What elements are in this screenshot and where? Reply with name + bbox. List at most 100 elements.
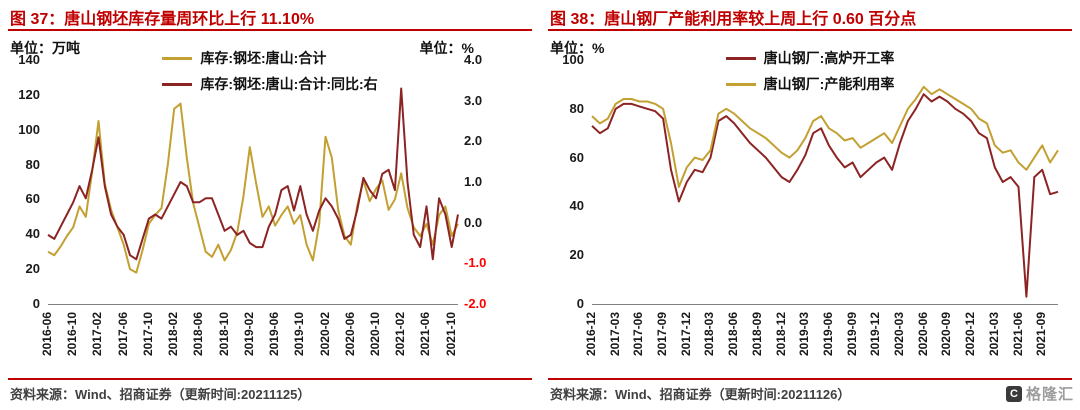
x-tick-label: 2019-10: [292, 312, 307, 357]
legend-items: 唐山钢厂:高炉开工率 唐山钢厂:产能利用率: [725, 48, 895, 94]
legend-label: 唐山钢厂:高炉开工率: [763, 50, 895, 66]
y-tick-label: 4.0: [464, 52, 483, 67]
x-tick-label: 2017-06: [631, 312, 646, 357]
legend: 库存:钢坯:唐山:合计库存:钢坯:唐山:合计:同比:右: [0, 48, 540, 94]
legend-swatch: [162, 56, 193, 60]
x-tick-label: 2018-02: [166, 312, 181, 357]
legend-swatch: [725, 82, 756, 86]
x-tick-label: 2019-06: [820, 312, 835, 357]
legend-label: 库存:钢坯:唐山:合计:同比:右: [200, 76, 378, 92]
legend-item: 库存:钢坯:唐山:合计:同比:右: [162, 74, 378, 94]
x-tick-label: 2017-10: [140, 312, 155, 357]
x-axis: 2016-12 2017-03 2017-06 2017-09 2017-12 2018-…: [584, 310, 1058, 376]
y-tick-label: 40: [569, 198, 584, 214]
y-tick-label: 100: [18, 121, 40, 137]
plot-area: [591, 60, 1059, 305]
source-note: 资料来源：Wind、招商证券（更新时间:20211126）: [550, 387, 851, 402]
x-tick-label: 2020-06: [342, 312, 357, 357]
y-tick-label: 80: [569, 100, 584, 116]
legend-item: 唐山钢厂:产能利用率: [725, 74, 895, 94]
gelonghui-logo-icon: C: [1005, 385, 1022, 402]
y-tick-label: 0.0: [464, 214, 483, 230]
y-tick-label: 120: [18, 86, 40, 102]
x-tick-label: 2017-03: [607, 312, 622, 357]
y-tick-label: 0: [576, 296, 584, 311]
x-tick-label: 2020-06: [915, 312, 930, 357]
x-axis: 2016-06 2016-10 2017-02 2017-06 2017-10 2018-…: [40, 310, 458, 376]
y-axis-left: 100 80 60 40 20 0: [542, 52, 588, 311]
gelonghui-watermark: C 格隆汇: [1005, 383, 1074, 404]
x-tick-label: 2021-03: [986, 312, 1001, 357]
x-tick-label: 2018-09: [749, 312, 764, 357]
y-tick-label: 3.0: [464, 92, 483, 108]
x-tick-label: 2019-03: [797, 312, 812, 357]
y-tick-label: 140: [18, 52, 40, 67]
x-tick-label: 2016-06: [40, 312, 54, 357]
x-tick-label: 2019-02: [241, 312, 256, 357]
legend-item: 库存:钢坯:唐山:合计: [162, 48, 326, 68]
footer-divider: [548, 378, 1072, 380]
y-axis-left: 140 120 100 80 60 40 20 0: [0, 52, 44, 311]
title-divider: [8, 29, 532, 31]
plot-area: [47, 60, 459, 305]
x-tick-label: 2017-09: [655, 312, 670, 357]
line-chart-svg: [591, 85, 1059, 298]
x-tick-label: 2020-02: [317, 312, 332, 357]
x-tick-label: 2020-10: [368, 312, 382, 357]
x-tick-label: 2018-10: [216, 312, 231, 357]
legend-label: 库存:钢坯:唐山:合计: [200, 50, 327, 66]
gelonghui-logo-text: 格隆汇: [1025, 386, 1074, 403]
y-axis-right: 4.0 3.0 2.0 1.0 0.0 -1.0 -2.0: [460, 52, 508, 311]
line-chart-svg: [47, 87, 459, 274]
legend-label: 唐山钢厂:产能利用率: [763, 76, 895, 92]
x-tick-label: 2021-09: [1034, 312, 1049, 357]
x-tick-label: 2020-12: [963, 312, 978, 357]
y-tick-label: -1.0: [464, 255, 487, 271]
unit-label-left: 单位：万吨: [10, 40, 80, 56]
x-tick-label: 2020-03: [892, 312, 907, 357]
legend-items: 库存:钢坯:唐山:合计库存:钢坯:唐山:合计:同比:右: [162, 48, 378, 94]
x-tick-label: 2016-12: [584, 312, 598, 357]
x-tick-label: 2016-10: [65, 312, 80, 357]
unit-label-right: 单位：%: [419, 40, 474, 56]
x-tick-label: 2021-02: [393, 312, 408, 357]
x-tick-label: 2017-06: [115, 312, 130, 357]
y-tick-label: 80: [25, 156, 40, 172]
legend-swatch: [725, 56, 756, 60]
x-tick-label: 2019-09: [844, 312, 859, 357]
y-tick-label: 2.0: [464, 133, 483, 149]
series-line-1: [591, 85, 1059, 188]
figure-37-panel: 图 37：唐山钢坯库存量周环比上行 11.10% 单位：万吨 单位：% 库存:钢…: [0, 11, 540, 402]
x-tick-label: 2021-10: [443, 312, 458, 357]
chart-title: 图 38：唐山钢厂产能利用率较上周上行 0.60 百分点: [550, 11, 917, 28]
y-tick-label: 1.0: [464, 174, 483, 189]
x-tick-label: 2017-12: [678, 312, 693, 357]
x-tick-label: 2019-12: [868, 312, 883, 357]
x-tick-label: 2018-06: [726, 312, 741, 357]
title-divider: [548, 29, 1072, 31]
y-tick-label: 20: [569, 247, 584, 263]
source-note: 资料来源：Wind、招商证券（更新时间:20211125）: [10, 387, 311, 402]
y-tick-label: 60: [569, 149, 584, 165]
x-tick-label: 2018-03: [702, 312, 717, 357]
x-tick-label: 2019-06: [267, 312, 282, 357]
y-tick-label: 0: [32, 296, 40, 311]
series-line-1: [47, 87, 459, 261]
x-tick-label: 2021-06: [1010, 312, 1025, 357]
legend-swatch: [162, 82, 193, 86]
legend: 唐山钢厂:高炉开工率 唐山钢厂:产能利用率: [540, 48, 1080, 94]
y-tick-label: 100: [562, 52, 584, 67]
y-tick-label: 60: [25, 191, 40, 207]
chart-title: 图 37：唐山钢坯库存量周环比上行 11.10%: [10, 11, 315, 28]
x-tick-label: 2017-02: [90, 312, 105, 357]
x-tick-label: 2021-06: [418, 312, 433, 357]
series-line-0: [47, 102, 459, 274]
y-tick-label: 20: [25, 261, 40, 277]
series-line-0: [591, 93, 1059, 298]
figure-38-panel: 图 38：唐山钢厂产能利用率较上周上行 0.60 百分点 单位：% 唐山钢厂:高…: [540, 0, 1080, 410]
x-tick-label: 2018-12: [773, 312, 788, 357]
footer-divider: [8, 378, 532, 380]
y-tick-label: 40: [25, 226, 40, 242]
y-tick-label: -2.0: [464, 296, 487, 311]
